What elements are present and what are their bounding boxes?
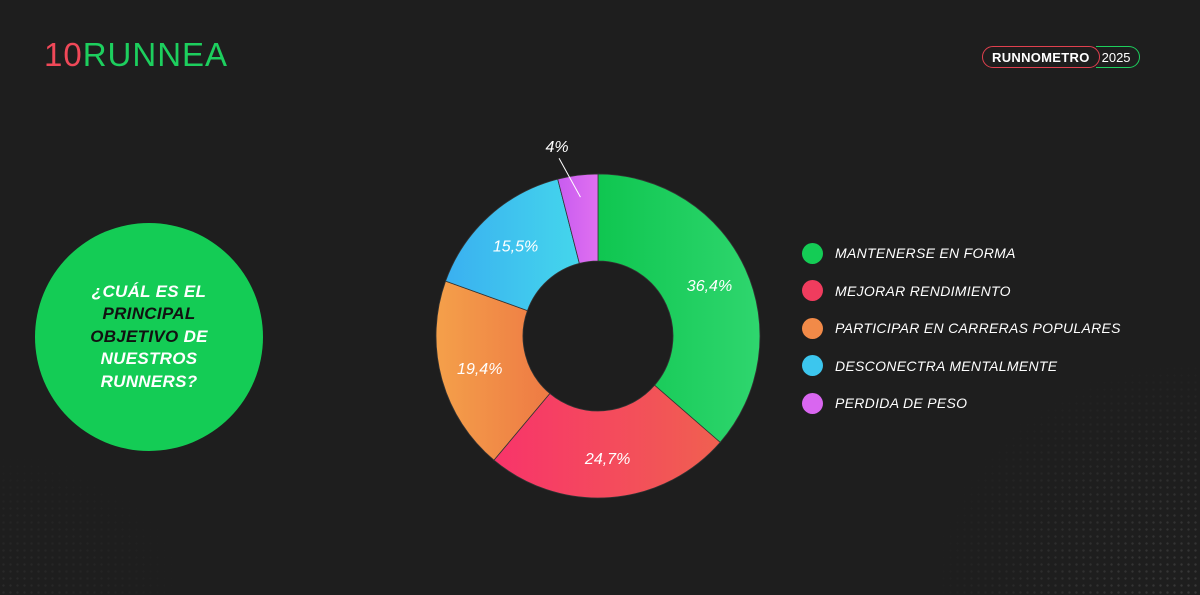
question-line-highlight: OBJETIVO	[90, 326, 179, 346]
legend-swatch	[802, 355, 823, 376]
legend-item: PARTICIPAR EN CARRERAS POPULARES	[802, 316, 1121, 340]
slice-value-label: 24,7%	[584, 451, 630, 468]
legend-swatch	[802, 392, 823, 414]
legend-swatch	[802, 317, 823, 339]
legend-swatch	[802, 242, 823, 264]
slice-value-label: 36,4%	[687, 278, 732, 295]
donut-chart: 36,4% 24,7% 19,4% 15,5% 4%	[435, 139, 761, 499]
legend-item: DESCONECTRA MENTALMENTE	[802, 354, 1121, 378]
legend-label: PERDIDA DE PESO	[835, 395, 968, 411]
question-line: ¿CUÁL ES EL	[91, 281, 207, 301]
legend-label: MEJORAR RENDIMIENTO	[835, 282, 1011, 299]
dot-pattern-decoration	[940, 365, 1200, 595]
legend-label: MANTENERSE EN FORMA	[835, 245, 1016, 261]
donut-slice-3	[435, 280, 551, 461]
slice-value-label: 15,5%	[493, 238, 538, 255]
donut-slice-2	[493, 384, 721, 499]
legend-label: DESCONECTRA MENTALMENTE	[835, 357, 1058, 374]
donut-slice-1	[597, 173, 761, 443]
question-line: DE	[178, 326, 208, 346]
badge-name: RUNNOMETRO	[982, 46, 1100, 68]
brand-logo: 10RUNNEA	[44, 38, 228, 71]
chart-legend: MANTENERSE EN FORMA MEJORAR RENDIMIENTO PA…	[802, 241, 1121, 429]
legend-swatch	[802, 280, 823, 301]
legend-item: MEJORAR RENDIMIENTO	[802, 279, 1121, 303]
donut-slice-5	[557, 173, 599, 264]
runnometro-badge: RUNNOMETRO 2025	[982, 46, 1140, 68]
logo-number: 10	[44, 36, 83, 73]
question-text: ¿CUÁL ES EL PRINCIPAL OBJETIVO DE NUESTR…	[69, 281, 229, 393]
question-line: NUESTROS	[100, 349, 198, 369]
logo-wordmark: RUNNEA	[82, 36, 229, 73]
legend-item: PERDIDA DE PESO	[802, 391, 1121, 415]
leader-line	[558, 157, 581, 198]
question-line: RUNNERS?	[100, 371, 198, 391]
badge-year: 2025	[1095, 46, 1140, 68]
question-line-highlight: PRINCIPAL	[102, 304, 196, 324]
legend-label: PARTICIPAR EN CARRERAS POPULARES	[835, 320, 1121, 336]
slice-value-label: 19,4%	[457, 361, 502, 378]
dot-pattern-decoration-left	[0, 435, 200, 595]
question-circle: ¿CUÁL ES EL PRINCIPAL OBJETIVO DE NUESTR…	[35, 223, 263, 451]
slice-value-label: 4%	[545, 139, 568, 156]
legend-item: MANTENERSE EN FORMA	[802, 241, 1121, 265]
